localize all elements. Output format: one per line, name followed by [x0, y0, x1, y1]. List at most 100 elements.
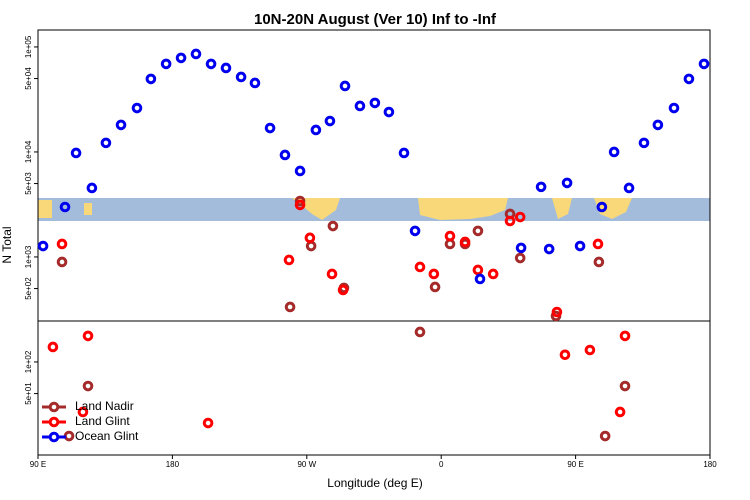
x-axis-label: Longitude (deg E) [327, 476, 422, 490]
point [619, 380, 631, 392]
point [294, 165, 306, 177]
point [459, 236, 471, 248]
x-tick-label: 90 W [297, 460, 316, 469]
point [47, 341, 59, 353]
point [284, 301, 296, 313]
point [614, 406, 626, 418]
point [623, 182, 635, 194]
point [175, 52, 187, 64]
point [115, 119, 127, 131]
point [652, 119, 664, 131]
point [305, 240, 317, 252]
point [249, 77, 261, 89]
point [409, 225, 421, 237]
point [326, 268, 338, 280]
point [86, 182, 98, 194]
point [304, 232, 316, 244]
point [131, 102, 143, 114]
point [596, 201, 608, 213]
point [398, 147, 410, 159]
point [354, 100, 366, 112]
point [205, 58, 217, 70]
legend-label: Land Nadir [75, 399, 134, 413]
y-tick-label: 1e+02 [24, 350, 33, 373]
point [551, 306, 563, 318]
point [279, 149, 291, 161]
y-tick-label: 1e+05 [24, 35, 33, 58]
y-tick-label: 5e+02 [24, 277, 33, 300]
point [70, 147, 82, 159]
point [504, 215, 516, 227]
point [63, 430, 75, 442]
point [145, 73, 157, 85]
point [514, 252, 526, 264]
legend-label: Ocean Glint [75, 429, 139, 443]
point [535, 181, 547, 193]
point [37, 240, 49, 252]
point [82, 380, 94, 392]
x-tick-label: 180 [703, 460, 717, 469]
y-tick-label: 1e+04 [24, 140, 33, 163]
y-tick-label: 1e+03 [24, 245, 33, 268]
point [514, 211, 526, 223]
y-tick-label: 5e+04 [24, 67, 33, 90]
point [56, 256, 68, 268]
y-tick-label: 5e+01 [24, 382, 33, 405]
chart-title: 10N-20N August (Ver 10) Inf to -Inf [254, 11, 497, 28]
point [444, 230, 456, 242]
legend-marker [48, 401, 60, 413]
point [294, 195, 306, 207]
point [190, 48, 202, 60]
x-tick-label: 90 E [30, 460, 46, 469]
point [561, 177, 573, 189]
point [324, 115, 336, 127]
point [337, 284, 349, 296]
legend-label: Land Glint [75, 414, 130, 428]
point [414, 261, 426, 273]
y-tick-label: 5e+03 [24, 172, 33, 195]
point [619, 330, 631, 342]
point [59, 201, 71, 213]
point [584, 344, 596, 356]
point [608, 146, 620, 158]
point [428, 268, 440, 280]
point [592, 238, 604, 250]
point [543, 243, 555, 255]
y-axis-label: N Total [0, 226, 14, 263]
point [160, 58, 172, 70]
point [574, 240, 586, 252]
legend-marker [48, 416, 60, 428]
point [235, 71, 247, 83]
point [515, 242, 527, 254]
point [638, 137, 650, 149]
plot-frame [37, 29, 711, 456]
point [599, 430, 611, 442]
legend-marker [48, 431, 60, 443]
x-tick-label: 90 E [567, 460, 583, 469]
point [77, 406, 89, 418]
point [429, 281, 441, 293]
point [472, 225, 484, 237]
point [683, 73, 695, 85]
point [327, 220, 339, 232]
point [220, 62, 232, 74]
point [283, 254, 295, 266]
point [668, 102, 680, 114]
point [264, 122, 276, 134]
point [294, 199, 306, 211]
point [339, 80, 351, 92]
point [698, 58, 710, 70]
point [472, 264, 484, 276]
point [56, 238, 68, 250]
point [100, 137, 112, 149]
point [369, 97, 381, 109]
x-tick-label: 0 [439, 460, 444, 469]
point [593, 256, 605, 268]
point [202, 417, 214, 429]
point [383, 106, 395, 118]
point [414, 326, 426, 338]
map-strip [38, 198, 710, 221]
point [559, 349, 571, 361]
